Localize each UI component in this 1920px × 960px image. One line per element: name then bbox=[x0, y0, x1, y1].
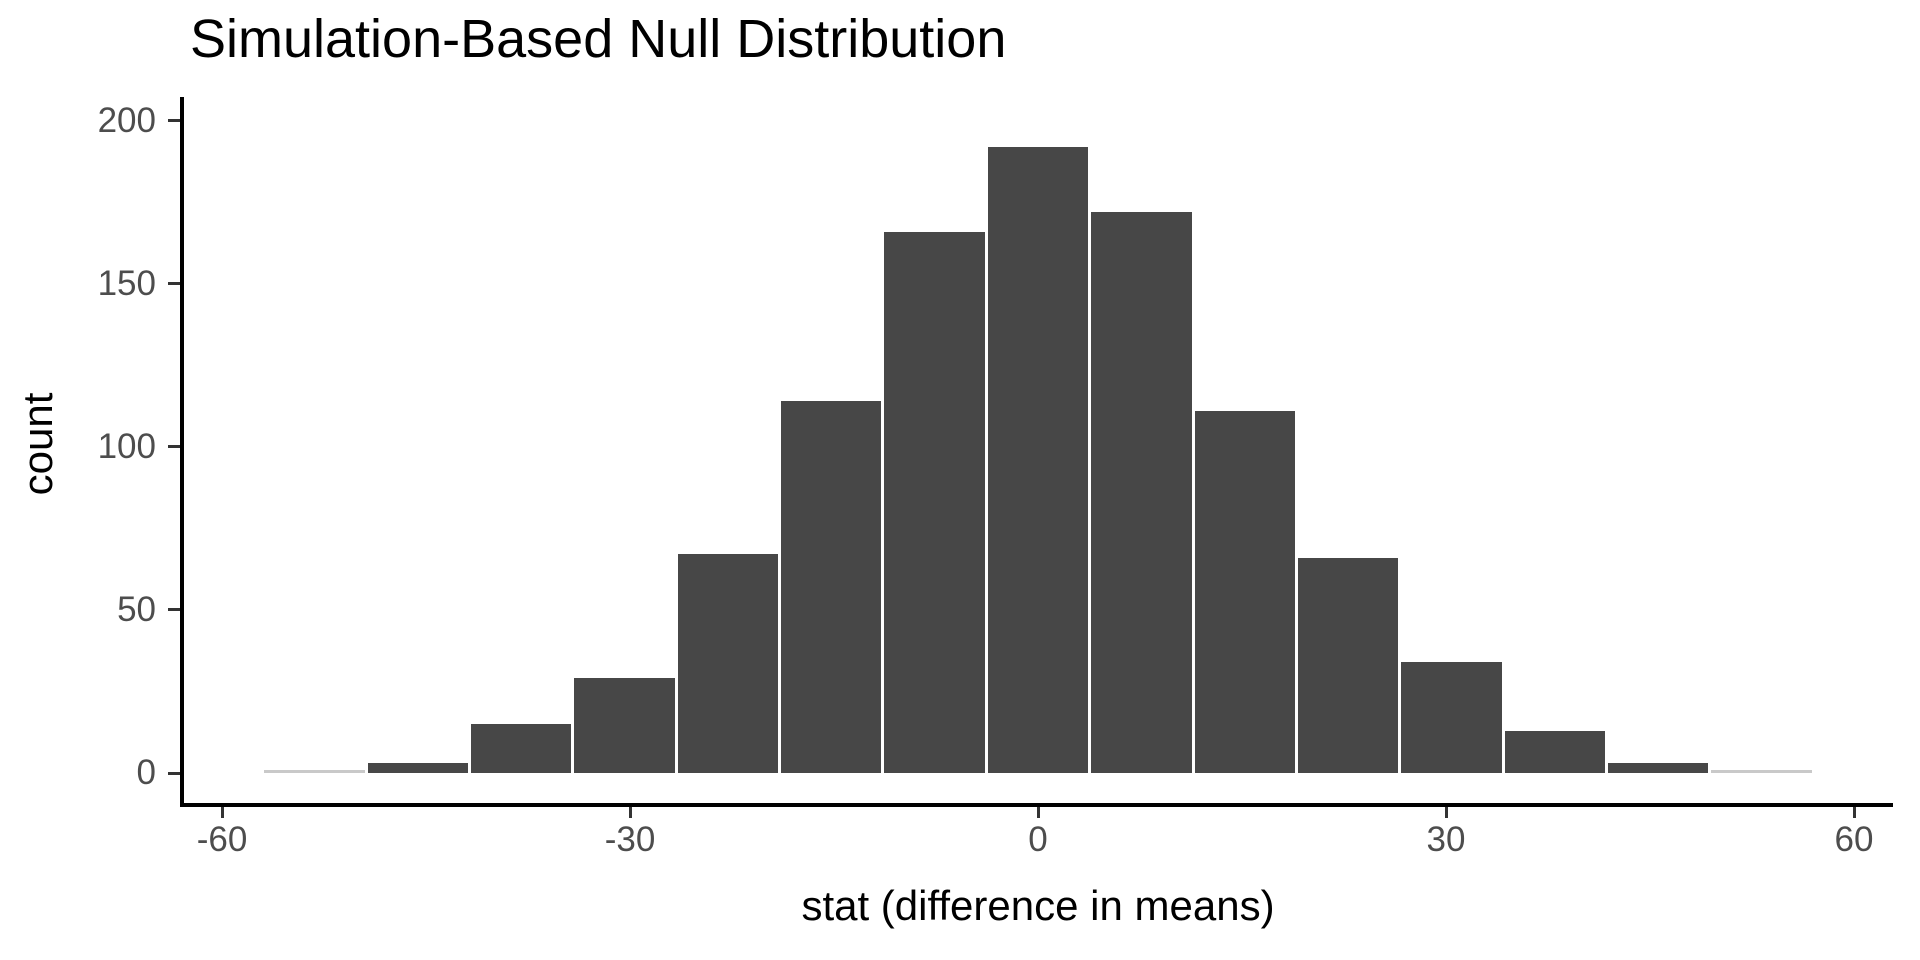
y-tick-mark bbox=[168, 771, 180, 775]
histogram-bar bbox=[367, 763, 469, 773]
x-axis-line bbox=[180, 803, 1893, 807]
histogram-bar bbox=[574, 678, 675, 773]
histogram-bar bbox=[1401, 662, 1502, 773]
histogram-bar bbox=[677, 554, 779, 773]
x-tick-label: -60 bbox=[196, 820, 248, 859]
x-tick-label: 60 bbox=[1834, 820, 1874, 859]
histogram-bar bbox=[1297, 557, 1399, 773]
y-tick-label: 0 bbox=[136, 753, 156, 792]
histogram-bar bbox=[884, 231, 985, 773]
histogram-bar bbox=[987, 146, 1089, 773]
histogram-bar bbox=[1504, 730, 1605, 773]
y-tick-label: 150 bbox=[97, 263, 156, 303]
histogram-bar bbox=[781, 401, 882, 773]
histogram-bar bbox=[1194, 410, 1295, 773]
histogram-bar bbox=[471, 724, 572, 773]
histogram-bar bbox=[1607, 763, 1709, 773]
x-tick-label: 30 bbox=[1426, 820, 1466, 859]
x-tick-mark bbox=[1036, 807, 1040, 818]
y-tick-mark bbox=[168, 445, 180, 449]
x-tick-mark bbox=[1444, 807, 1448, 818]
x-tick-mark bbox=[220, 807, 224, 818]
x-tick-mark bbox=[1852, 807, 1856, 818]
y-tick-label: 200 bbox=[97, 100, 156, 140]
x-tick-label: -30 bbox=[604, 820, 656, 859]
y-tick-label: 50 bbox=[117, 589, 156, 629]
x-tick-label: 0 bbox=[1028, 820, 1048, 859]
y-tick-mark bbox=[168, 119, 180, 123]
y-tick-mark bbox=[168, 608, 180, 612]
y-axis-line bbox=[180, 97, 184, 807]
plot-title: Simulation-Based Null Distribution bbox=[190, 9, 1007, 69]
histogram-bar bbox=[1711, 770, 1812, 773]
histogram-bar bbox=[264, 770, 365, 773]
y-tick-label: 100 bbox=[97, 426, 156, 466]
x-tick-mark bbox=[628, 807, 632, 818]
y-tick-mark bbox=[168, 282, 180, 286]
histogram-bar bbox=[1091, 211, 1192, 773]
x-axis-title: stat (difference in means) bbox=[801, 882, 1275, 929]
